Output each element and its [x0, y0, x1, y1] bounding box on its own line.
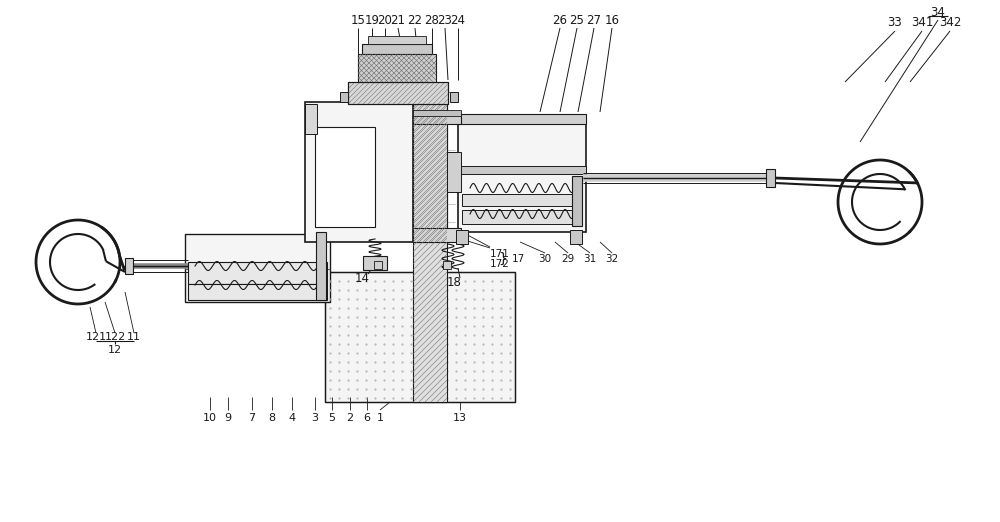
Bar	[447, 152, 461, 192]
Bar	[572, 176, 582, 226]
Text: 31: 31	[583, 254, 597, 264]
Text: 18: 18	[447, 276, 462, 289]
Text: 16: 16	[604, 14, 620, 27]
Text: 9: 9	[224, 413, 232, 423]
Bar	[325, 272, 515, 402]
Bar	[458, 122, 586, 232]
Text: 32: 32	[605, 254, 619, 264]
Bar	[413, 228, 461, 242]
Bar	[305, 102, 413, 242]
Text: 30: 30	[538, 254, 552, 264]
Bar	[462, 210, 582, 224]
Text: 122: 122	[104, 332, 126, 342]
Text: 6: 6	[364, 413, 370, 423]
Bar	[570, 230, 582, 244]
Bar	[413, 102, 447, 402]
Text: 24: 24	[450, 14, 466, 27]
Text: 23: 23	[438, 14, 452, 27]
Bar	[368, 36, 426, 44]
Text: }: }	[499, 252, 507, 266]
Text: 8: 8	[268, 413, 276, 423]
Text: 13: 13	[453, 413, 467, 423]
Bar	[348, 82, 448, 104]
Bar	[125, 258, 133, 274]
Text: 14: 14	[355, 271, 370, 284]
Bar	[188, 262, 327, 284]
Text: 20: 20	[378, 14, 392, 27]
Text: 21: 21	[390, 14, 406, 27]
Text: 22: 22	[408, 14, 422, 27]
Bar	[413, 110, 461, 116]
Bar	[185, 234, 330, 302]
Text: 27: 27	[586, 14, 602, 27]
Text: 26: 26	[552, 14, 568, 27]
Bar	[305, 104, 317, 134]
Text: 3: 3	[312, 413, 318, 423]
Bar	[766, 169, 775, 187]
Bar	[413, 114, 461, 124]
Text: 29: 29	[561, 254, 575, 264]
Text: 4: 4	[288, 413, 296, 423]
Bar	[188, 284, 327, 300]
Text: 171: 171	[490, 249, 510, 259]
Text: 172: 172	[490, 259, 510, 269]
Bar	[458, 114, 586, 124]
Text: 19: 19	[364, 14, 380, 27]
Text: 5: 5	[328, 413, 336, 423]
Bar	[325, 272, 515, 402]
Text: 15: 15	[351, 14, 365, 27]
Text: 1: 1	[376, 413, 384, 423]
Bar	[358, 54, 436, 82]
Bar	[450, 92, 458, 102]
Bar	[443, 261, 451, 269]
Text: 12: 12	[108, 345, 122, 355]
Bar	[348, 82, 448, 104]
Text: 33: 33	[888, 17, 902, 30]
Bar	[456, 230, 468, 244]
Bar	[374, 261, 382, 269]
Bar	[362, 44, 432, 54]
Bar	[363, 256, 387, 270]
Text: 121: 121	[85, 332, 107, 342]
Text: 2: 2	[346, 413, 354, 423]
Text: 341: 341	[911, 17, 933, 30]
Text: 28: 28	[425, 14, 439, 27]
Text: 34: 34	[931, 6, 945, 18]
Text: 25: 25	[570, 14, 584, 27]
Text: 17: 17	[511, 254, 525, 264]
Text: 10: 10	[203, 413, 217, 423]
Bar	[458, 166, 586, 174]
Bar	[315, 127, 375, 227]
Bar	[340, 92, 348, 102]
Text: 11: 11	[127, 332, 141, 342]
Bar	[316, 232, 326, 300]
Text: 7: 7	[248, 413, 256, 423]
Bar	[462, 194, 582, 206]
Text: 342: 342	[939, 17, 961, 30]
Bar	[413, 102, 447, 242]
